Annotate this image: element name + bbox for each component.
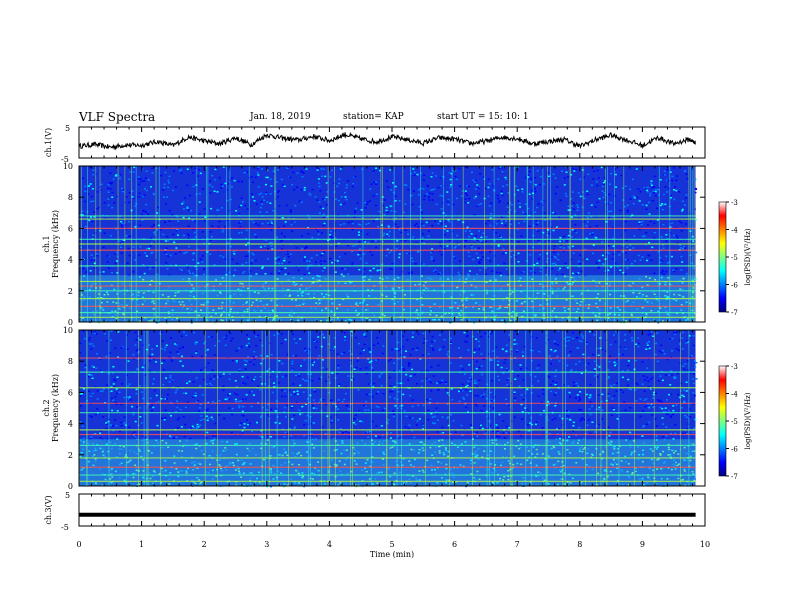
waveform-frame: [78, 126, 706, 159]
colorbar-tick-label: -3: [731, 363, 738, 371]
station-label: station= KAP: [343, 112, 404, 122]
y-tick-label: 2: [68, 287, 73, 296]
x-tick-label: 5: [389, 540, 394, 549]
y-tick-label: 4: [68, 420, 73, 429]
colorbar-tick-label: -7: [731, 473, 738, 481]
y-tick-label: 6: [68, 388, 73, 397]
x-axis-label: Time (min): [370, 550, 414, 559]
spectrogram-image: [79, 166, 705, 324]
colorbar-tick-label: -3: [731, 199, 738, 207]
y-tick-label: -5: [61, 523, 69, 532]
y-tick-label: 2: [68, 451, 73, 460]
x-tick-label: 1: [139, 540, 144, 549]
y-axis-label: Frequency (kHz): [51, 210, 60, 278]
channel-label: ch.2: [42, 399, 51, 416]
colorbar-tick-label: -5: [731, 418, 738, 426]
colorbar-tick-label: -6: [731, 282, 738, 290]
colorbar-tick-label: -6: [731, 446, 738, 454]
chart-title: VLF Spectra: [79, 110, 156, 124]
y-tick-label: 10: [63, 326, 73, 335]
x-tick-label: 8: [577, 540, 582, 549]
y-tick-label: 8: [68, 193, 73, 202]
y-tick-label: 6: [68, 224, 73, 233]
colorbar-tick-label: -4: [731, 391, 738, 399]
y-axis-label: ch.3(V): [44, 495, 53, 524]
colorbar-tick-label: -7: [731, 309, 738, 317]
y-axis-label: Frequency (kHz): [51, 374, 60, 442]
waveform-line: [78, 131, 696, 151]
y-tick-label: -5: [61, 155, 69, 164]
x-tick-label: 10: [700, 540, 710, 549]
x-tick-label: 3: [264, 540, 269, 549]
channel-label: ch.1: [42, 235, 51, 252]
y-axis-label: ch.1(V): [44, 128, 53, 157]
y-tick-label: 4: [68, 256, 73, 265]
colorbar: [718, 201, 727, 313]
waveform-frame: [78, 493, 706, 527]
x-tick-label: 6: [452, 540, 457, 549]
spectrogram-blank: [695, 330, 705, 486]
x-tick-label: 0: [76, 540, 81, 549]
start-time-label: start UT = 15: 10: 1: [437, 112, 529, 122]
colorbar: [718, 365, 727, 477]
y-tick-label: 10: [63, 162, 73, 171]
x-tick-label: 9: [640, 540, 645, 549]
x-tick-label: 4: [327, 540, 332, 549]
date-label: Jan. 18, 2019: [250, 112, 311, 122]
y-tick-label: 0: [68, 482, 73, 491]
x-tick-label: 2: [202, 540, 207, 549]
y-tick-label: 8: [68, 357, 73, 366]
colorbar-tick-label: -5: [731, 254, 738, 262]
spectrogram-blank: [695, 166, 705, 322]
colorbar-label: log(PSD)(V²/Hz): [744, 392, 752, 449]
colorbar-label: log(PSD)(V²/Hz): [744, 228, 752, 285]
y-tick-label: 5: [65, 491, 70, 500]
y-tick-label: 0: [68, 318, 73, 327]
x-tick-label: 7: [515, 540, 520, 549]
spectrogram-image: [78, 330, 705, 488]
y-tick-label: 5: [65, 124, 70, 133]
colorbar-tick-label: -4: [731, 227, 738, 235]
